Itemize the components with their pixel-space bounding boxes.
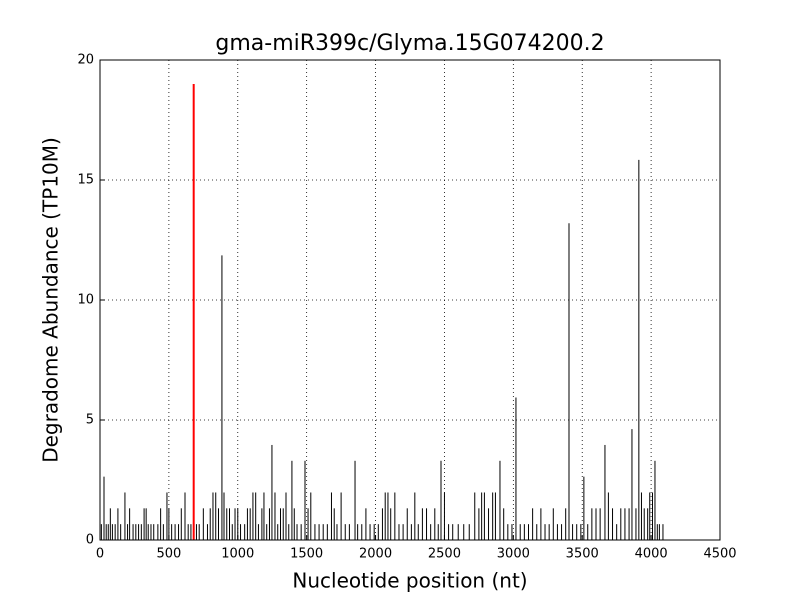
- chart-title: gma-miR399c/Glyma.15G074200.2: [215, 31, 604, 56]
- x-axis-label: Nucleotide position (nt): [292, 569, 527, 593]
- y-tick-label: 15: [77, 173, 94, 188]
- x-tick-label: 1500: [290, 547, 323, 562]
- y-tick-label: 10: [77, 293, 94, 308]
- x-tick-label: 4000: [635, 547, 668, 562]
- plot-frame: [99, 59, 721, 541]
- x-tick-label: 1000: [221, 547, 254, 562]
- x-tick-label: 4500: [703, 547, 736, 562]
- x-tick-label: 0: [96, 547, 104, 562]
- x-tick-label: 2000: [359, 547, 392, 562]
- x-tick-label: 3500: [566, 547, 599, 562]
- x-tick-label: 2500: [428, 547, 461, 562]
- x-tick-label: 3000: [497, 547, 530, 562]
- y-tick-label: 5: [86, 413, 94, 428]
- x-tick-label: 500: [156, 547, 181, 562]
- y-axis-label: Degradome Abundance (TP10M): [39, 137, 63, 463]
- y-tick-label: 0: [86, 533, 94, 548]
- y-tick-label: 20: [77, 53, 94, 68]
